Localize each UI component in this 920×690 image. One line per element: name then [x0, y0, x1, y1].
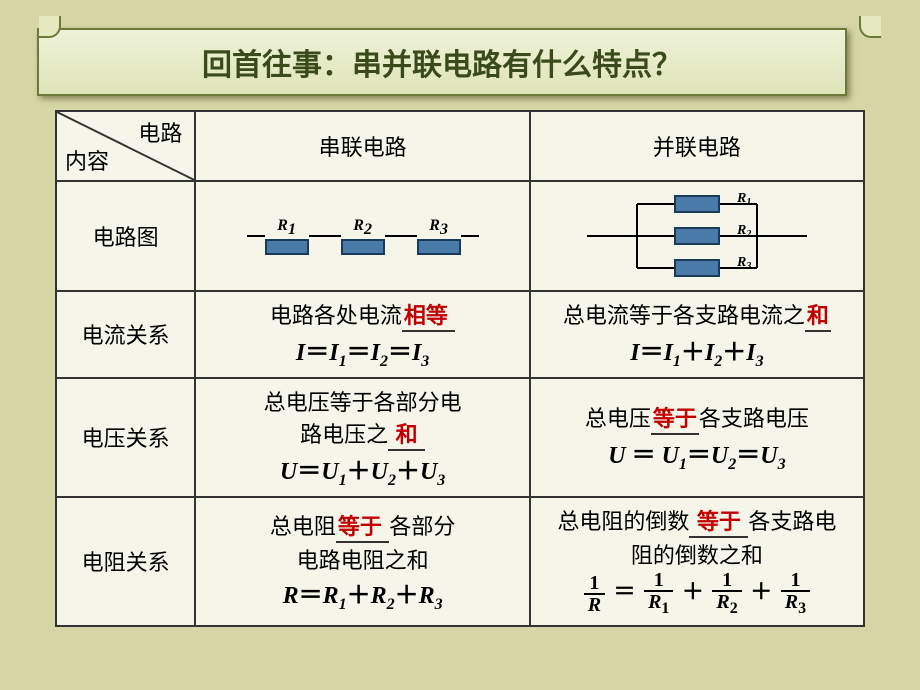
fill-answer: 等于 — [697, 509, 741, 534]
resistor-icon — [265, 239, 309, 255]
corner-decoration — [859, 16, 881, 38]
parallel-resistance-cell: 总电阻的倒数 等于 各支路电 阻的倒数之和 1R ＝ 1R1 ＋ 1R2 ＋ 1… — [530, 497, 864, 626]
row-label-voltage: 电压关系 — [56, 378, 195, 497]
series-circuit-diagram: R1 R2 R3 — [195, 181, 529, 291]
row-label-current: 电流关系 — [56, 291, 195, 378]
column-header-parallel: 并联电路 — [530, 111, 864, 181]
parallel-voltage-cell: 总电压等于各支路电压 U ＝ U1＝U2＝U3 — [530, 378, 864, 497]
comparison-table: 电路 内容 串联电路 并联电路 电路图 R1 R2 R3 — [55, 110, 865, 627]
fill-answer: 和 — [807, 303, 829, 328]
header-bottom-label: 内容 — [65, 144, 109, 176]
svg-text:R3: R3 — [736, 255, 751, 272]
series-resistance-cell: 总电阻等于 各部分 电路电阻之和 R＝R1＋R2＋R3 — [195, 497, 529, 626]
slide-title: 回首往事：串并联电路有什么特点？ — [37, 28, 847, 96]
row-label-resistance: 电阻关系 — [56, 497, 195, 626]
fill-answer: 等于 — [653, 406, 697, 431]
row-label-diagram: 电路图 — [56, 181, 195, 291]
header-top-label: 电路 — [138, 116, 182, 148]
resistor-icon — [341, 239, 385, 255]
parallel-circuit-diagram: R1 R2 R3 — [530, 181, 864, 291]
header-diagonal-cell: 电路 内容 — [56, 111, 195, 181]
fill-answer: 和 — [396, 422, 418, 447]
series-voltage-cell: 总电压等于各部分电 路电压之 和 U＝U1＋U2＋U3 — [195, 378, 529, 497]
column-header-series: 串联电路 — [195, 111, 529, 181]
series-current-cell: 电路各处电流相等 I＝I1＝I2＝I3 — [195, 291, 529, 378]
svg-text:R2: R2 — [736, 223, 751, 240]
fill-answer: 等于 — [338, 514, 382, 539]
resistor-icon — [417, 239, 461, 255]
svg-text:R1: R1 — [736, 191, 751, 208]
fill-answer: 相等 — [404, 303, 448, 328]
resistance-fraction-formula: 1R ＝ 1R1 ＋ 1R2 ＋ 1R3 — [537, 570, 857, 619]
parallel-current-cell: 总电流等于各支路电流之和 I＝I1＋I2＋I3 — [530, 291, 864, 378]
